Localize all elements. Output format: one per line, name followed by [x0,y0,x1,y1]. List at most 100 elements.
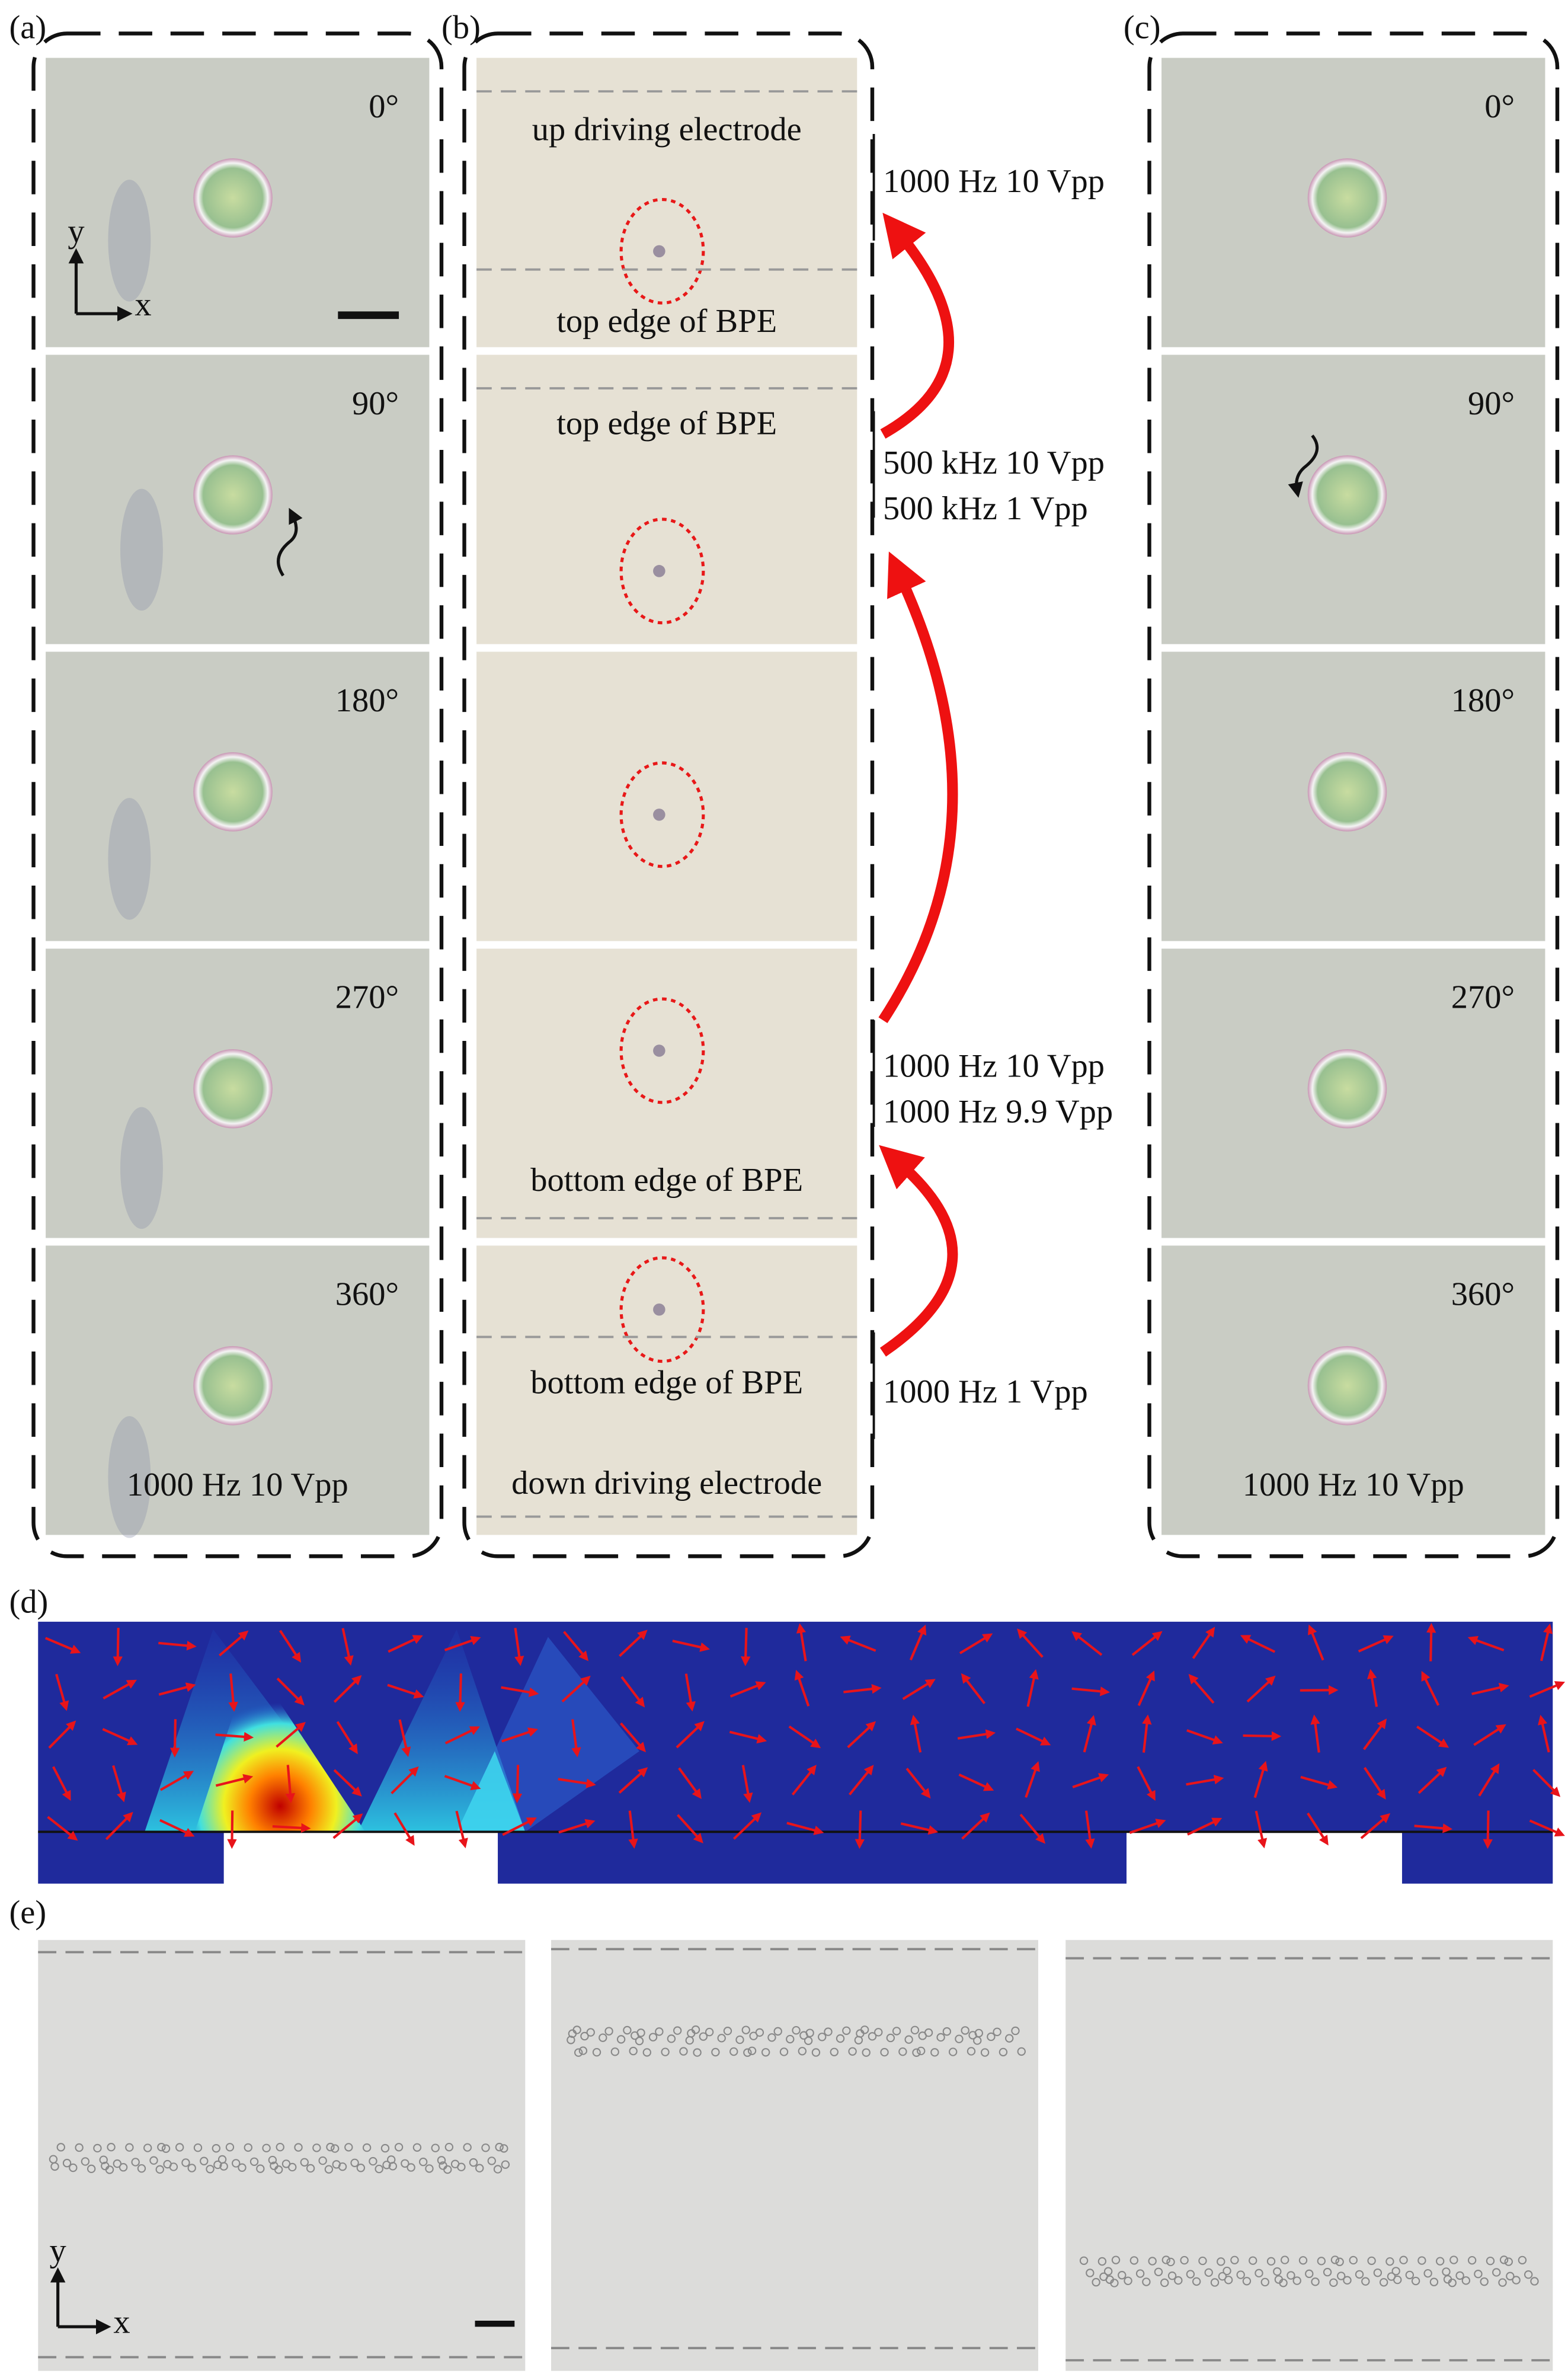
field-vector [444,1635,481,1651]
particle [1129,2256,1139,2265]
particle [306,2164,315,2173]
field-vector [502,1817,537,1836]
particle [623,2025,632,2035]
field-vector [391,1766,419,1794]
particle [1161,2255,1170,2264]
particle [1218,2272,1227,2281]
particle [181,2158,190,2167]
rotation-arrow [1288,434,1319,498]
field-vector [105,1811,133,1841]
particle [75,2143,84,2152]
particle [149,2156,158,2165]
field-vector [561,1675,591,1702]
particle [848,2047,857,2056]
field-vector [840,1635,876,1652]
field-vector [740,1628,751,1666]
image-frame [476,57,857,347]
particle [1249,2256,1257,2265]
angle-label: 0° [369,88,399,125]
particle [281,2159,291,2168]
particle [50,2162,59,2171]
field-vector [620,1676,645,1708]
field-vector [855,1810,865,1849]
particle [799,2031,808,2040]
cell-marker [619,197,705,305]
particle [1480,2277,1489,2286]
particle [874,2028,883,2037]
particle [113,2159,122,2168]
field-vector [1529,1681,1566,1698]
particle [107,2143,116,2152]
particle [1367,2256,1376,2266]
particle [1385,2257,1394,2266]
particle [1166,2257,1175,2267]
field-vector [398,1719,411,1758]
field-vector [1300,1685,1339,1695]
cell [653,565,665,577]
field-vector [1071,1631,1103,1656]
field-vector [732,1812,762,1840]
angle-label: 270° [1451,979,1515,1016]
particle [717,2034,726,2043]
field-vector [512,1765,523,1804]
particle [330,2144,340,2153]
particle [741,2025,750,2034]
image-frame [1065,1940,1553,2371]
particle [1124,2276,1132,2285]
field-vector [1417,1766,1447,1794]
cell [1307,1346,1387,1426]
particle [892,2027,901,2036]
image-frame [476,354,857,644]
field-vector [215,1774,254,1787]
particle [993,2027,1001,2037]
transition-label: 500 kHz 1 Vpp [883,490,1088,527]
particle [792,2025,801,2035]
field-vector [729,1681,766,1698]
particle [401,2159,409,2168]
field-vector [514,1628,524,1666]
angle-label: 360° [335,1276,399,1313]
cell [193,1049,273,1129]
particle [1204,2268,1213,2277]
field-vector [333,1769,362,1797]
field-vector [571,1719,581,1758]
cell-marker [619,517,705,625]
particle [444,2142,454,2152]
field-vector [1019,1813,1046,1844]
particle [898,2047,907,2056]
particle [388,2162,397,2171]
particle [987,2032,996,2041]
field-vector [47,1816,78,1841]
panel-label: (a) [9,9,46,46]
particle [936,2033,945,2042]
frame-label: down driving electrode [511,1465,822,1501]
particle [1186,2270,1195,2279]
angle-label: 180° [1451,682,1515,719]
frame-label: bottom edge of BPE [530,1162,803,1199]
particle [661,2047,670,2056]
field-vector [1471,1682,1509,1695]
particle [667,2034,676,2043]
particle [249,2157,259,2166]
field-vector [741,1765,753,1803]
field-vector [1137,1670,1155,1707]
particle [729,2047,738,2056]
field-vector [501,1686,539,1697]
particle [1017,2047,1026,2056]
transition-arrow [880,212,955,439]
particle [767,2033,776,2042]
field-vector [959,1633,993,1654]
particle [1224,2276,1233,2285]
particle [604,2027,613,2036]
particle [481,2143,490,2152]
particle [125,2143,134,2152]
particle [87,2164,96,2174]
particle [917,2046,926,2056]
particle [1148,2257,1157,2266]
field-vector [159,1771,194,1791]
particle [1242,2277,1252,2286]
particle [469,2158,478,2167]
panel-label: (e) [9,1894,46,1931]
particle [1461,2276,1471,2285]
particle [648,2033,658,2041]
